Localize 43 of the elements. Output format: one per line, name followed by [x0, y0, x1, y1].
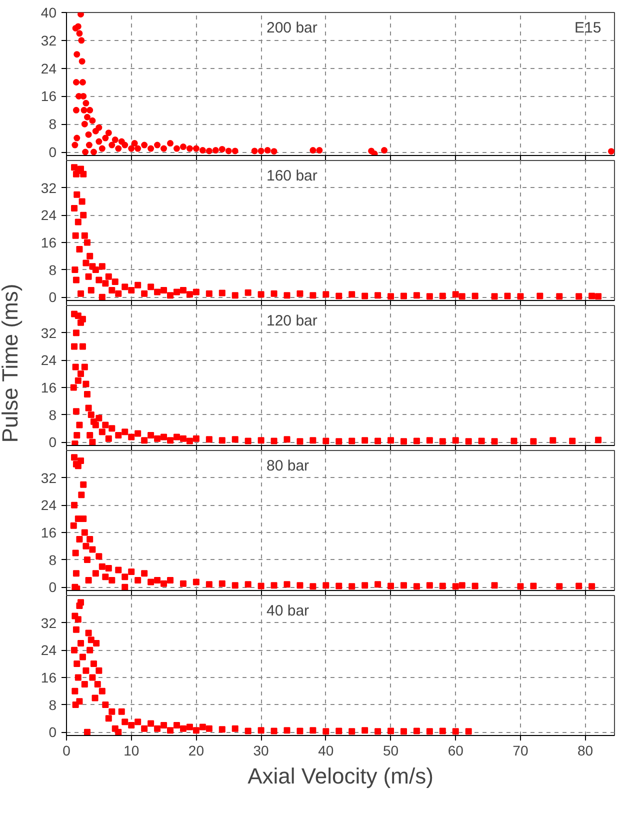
text: 80 bar [266, 458, 310, 474]
y-tick-label: 24 [40, 642, 57, 658]
y-tick-label: 24 [40, 207, 57, 224]
annotation: E15 [574, 20, 602, 36]
y-tick-label: 40 [40, 4, 57, 20]
y-tick-label: 8 [48, 552, 57, 568]
y-tick-label: 0 [48, 724, 57, 740]
y-tick-label: 16 [40, 669, 57, 686]
y-tick-label: 16 [40, 379, 57, 396]
y-tick-label: 8 [48, 116, 57, 132]
x-tick-label: 50 [382, 742, 399, 758]
x-tick-label: 40 [318, 742, 334, 758]
x-axis-title: Axial Velocity (m/s) [248, 764, 434, 788]
y-tick-label: 24 [40, 352, 57, 368]
text: 200 bar [266, 20, 318, 36]
y-tick-label: 24 [40, 60, 57, 76]
x-tick-label: 0 [62, 742, 71, 758]
x-tick-label: 30 [253, 742, 270, 758]
y-tick-label: 16 [40, 234, 57, 250]
y-tick-label: 32 [40, 324, 57, 341]
y-tick-label: 32 [40, 32, 57, 48]
x-tick-label: 60 [448, 742, 464, 758]
y-tick-label: 32 [40, 180, 57, 196]
y-tick-label: 8 [48, 262, 57, 278]
y-tick-label: 16 [40, 524, 57, 540]
y-tick-label: 8 [48, 406, 57, 423]
x-tick-label: 10 [124, 742, 140, 758]
y-tick-label: 24 [40, 497, 57, 514]
x-tick-label: 80 [578, 742, 594, 758]
y-axis-title: Pulse Time (ms) [0, 284, 22, 443]
y-tick-label: 32 [40, 470, 57, 486]
y-tick-label: 16 [40, 88, 57, 104]
y-tick-label: 32 [40, 614, 57, 631]
text: 120 bar [266, 312, 318, 330]
text: 160 bar [266, 168, 318, 184]
y-tick-label: 0 [48, 579, 57, 596]
x-tick-label: 20 [188, 742, 204, 758]
y-tick-label: 8 [48, 696, 57, 713]
x-tick-label: 70 [512, 742, 528, 758]
text: 40 bar [266, 602, 310, 620]
y-tick-label: 0 [48, 289, 57, 306]
y-tick-label: 0 [48, 144, 57, 160]
y-tick-label: 0 [48, 434, 57, 450]
